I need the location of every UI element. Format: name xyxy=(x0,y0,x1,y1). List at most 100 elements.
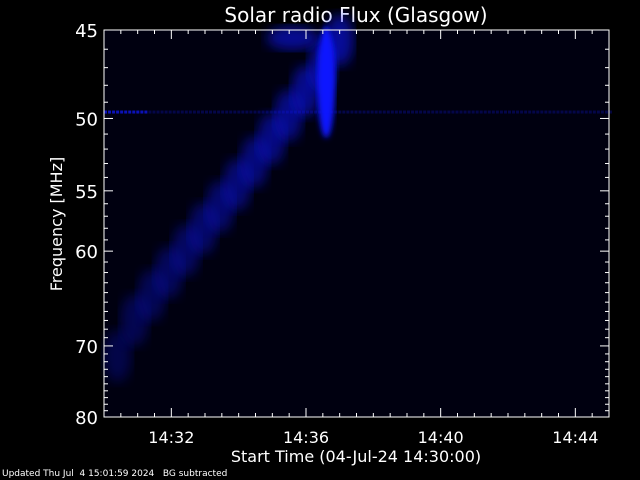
interference-dot xyxy=(330,110,334,114)
updated-timestamp: Updated Thu Jul 4 15:01:59 2024 xyxy=(2,469,155,479)
interference-dot xyxy=(588,110,592,114)
interference-dot xyxy=(217,110,221,114)
interference-dot xyxy=(411,110,415,114)
x-tick-label: 14:44 xyxy=(552,428,598,447)
interference-dot xyxy=(544,110,548,114)
interference-dot xyxy=(358,110,362,114)
interference-dot xyxy=(265,110,269,114)
interference-dot xyxy=(128,110,132,114)
interference-dot xyxy=(152,110,156,114)
interference-dot xyxy=(491,110,495,114)
interference-dot xyxy=(164,110,168,114)
interference-dot xyxy=(596,110,600,114)
burst-segment xyxy=(103,329,132,382)
interference-dot xyxy=(124,110,128,114)
y-axis: 45 50 55 60 70 80 xyxy=(75,21,609,429)
interference-dot xyxy=(205,110,208,114)
interference-dot xyxy=(180,110,184,114)
interference-dot xyxy=(508,110,511,114)
interference-dot xyxy=(483,110,487,114)
interference-dot xyxy=(281,110,285,114)
interference-dot xyxy=(532,110,536,114)
interference-dot xyxy=(346,110,350,114)
interference-dot xyxy=(213,110,217,114)
interference-dot xyxy=(112,110,116,114)
interference-dot xyxy=(378,110,382,114)
interference-dot xyxy=(188,110,192,114)
interference-dot xyxy=(516,110,520,114)
interference-dot xyxy=(512,110,516,114)
interference-dot xyxy=(495,110,499,114)
interference-dot xyxy=(209,110,213,114)
interference-dot xyxy=(427,110,431,114)
interference-dot xyxy=(540,110,544,114)
interference-dot xyxy=(439,110,443,114)
interference-dot xyxy=(423,110,427,114)
interference-dot xyxy=(301,110,305,114)
interference-dot xyxy=(168,110,172,114)
interference-dot xyxy=(370,110,374,114)
interference-dot xyxy=(390,110,394,114)
plot-area xyxy=(104,30,609,417)
interference-dot xyxy=(293,110,297,114)
interference-dot xyxy=(176,110,180,114)
interference-dot xyxy=(580,110,584,114)
x-axis: 14:32 14:36 14:40 14:44 xyxy=(120,30,598,447)
burst-core xyxy=(317,26,336,139)
interference-dot xyxy=(536,110,540,114)
interference-dot xyxy=(257,110,261,114)
interference-dot xyxy=(249,110,253,114)
interference-dot xyxy=(225,110,229,114)
interference-dot xyxy=(600,110,604,114)
interference-dot xyxy=(520,110,524,114)
interference-dot xyxy=(592,110,596,114)
interference-dot xyxy=(184,110,188,114)
heatmap-layer xyxy=(103,14,612,382)
interference-dot xyxy=(382,110,386,114)
interference-dot xyxy=(366,110,370,114)
interference-dot xyxy=(322,110,326,114)
interference-dot xyxy=(108,110,112,114)
interference-dot xyxy=(144,110,148,114)
interference-dot xyxy=(245,110,249,114)
interference-dot xyxy=(402,110,406,114)
y-tick-label: 60 xyxy=(75,242,98,263)
interference-dot xyxy=(398,110,402,114)
interference-dot xyxy=(451,110,455,114)
interference-dot xyxy=(326,110,330,114)
interference-dot xyxy=(419,110,423,114)
interference-dot xyxy=(120,110,124,114)
interference-dot xyxy=(443,110,447,114)
interference-dot xyxy=(289,110,293,114)
interference-dot xyxy=(104,110,107,114)
interference-dot xyxy=(338,110,342,114)
interference-dot xyxy=(241,110,245,114)
x-tick-label: 14:32 xyxy=(148,428,194,447)
interference-dot xyxy=(524,110,528,114)
interference-dot xyxy=(136,110,140,114)
interference-dot xyxy=(314,110,318,114)
y-tick-label: 45 xyxy=(75,21,98,42)
interference-dot xyxy=(221,110,225,114)
interference-dot xyxy=(310,110,314,114)
interference-dot xyxy=(200,110,204,114)
interference-dot xyxy=(564,110,568,114)
interference-dot xyxy=(471,110,475,114)
interference-dot xyxy=(386,110,390,114)
interference-dot xyxy=(604,110,608,114)
interference-dot xyxy=(503,110,507,114)
interference-dot xyxy=(528,110,532,114)
interference-dot xyxy=(350,110,354,114)
interference-dot xyxy=(415,110,419,114)
interference-dot xyxy=(447,110,451,114)
interference-dot xyxy=(116,110,120,114)
x-tick-label: 14:36 xyxy=(283,428,329,447)
interference-dot xyxy=(253,110,257,114)
y-tick-label: 70 xyxy=(75,337,98,358)
interference-dot xyxy=(584,110,588,114)
interference-dot xyxy=(318,110,322,114)
interference-dot xyxy=(261,110,265,114)
interference-dot xyxy=(467,110,471,114)
interference-dot xyxy=(192,110,196,114)
